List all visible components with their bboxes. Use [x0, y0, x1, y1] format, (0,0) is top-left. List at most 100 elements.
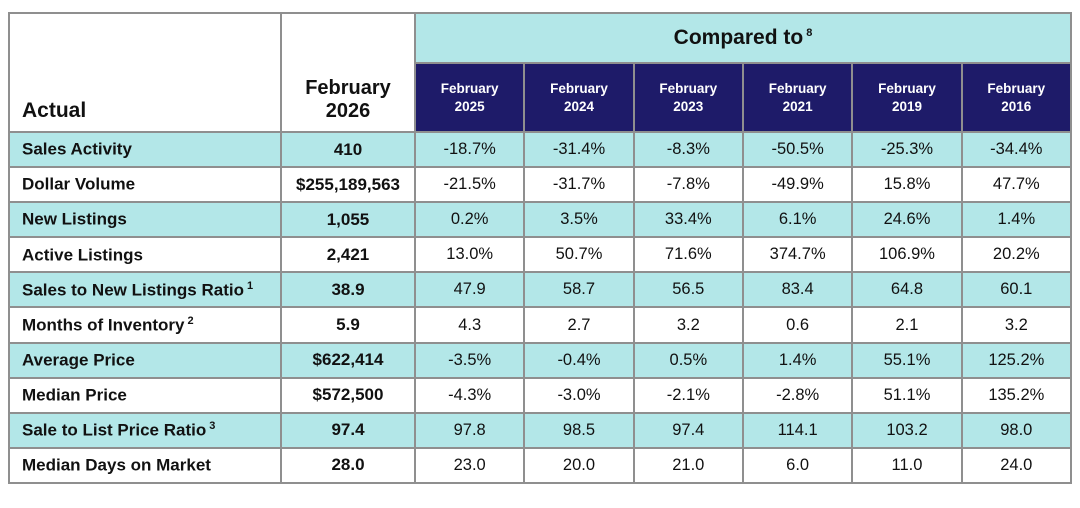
- comparison-value: 103.2: [851, 411, 963, 449]
- comparison-value: 23.0: [413, 446, 526, 485]
- comparison-value: 47.9: [413, 271, 526, 309]
- actual-value: 1,055: [280, 201, 416, 239]
- comparison-value: 98.5: [523, 411, 635, 449]
- actual-value: $255,189,563: [280, 166, 416, 204]
- row-label: Median Days on Market: [8, 446, 282, 485]
- table-row-median-days-on-market: Median Days on Market 28.0 23.0 20.0 21.…: [8, 446, 1073, 485]
- comparison-value: 56.5: [632, 271, 744, 309]
- comparison-value: 135.2%: [960, 376, 1073, 414]
- comparison-value: -31.7%: [523, 166, 635, 204]
- comparison-value: 3.2: [632, 306, 744, 344]
- comparison-value: 13.0%: [413, 236, 526, 274]
- actual-label: Actual: [22, 99, 87, 122]
- comparison-value: 114.1: [741, 411, 854, 449]
- comparison-value: 3.5%: [523, 201, 635, 239]
- comparison-value: 2.1: [851, 306, 963, 344]
- comparison-value: 6.0: [741, 446, 854, 485]
- comparison-value: 0.2%: [413, 201, 526, 239]
- table-row-sales-to-new-listings-ratio: Sales to New Listings Ratio 1 38.9 47.9 5…: [8, 271, 1073, 309]
- comparison-value: -31.4%: [523, 130, 635, 169]
- current-period-label: February 2026: [305, 77, 391, 122]
- year-header-feb-2021: February 2021: [741, 62, 854, 133]
- row-label: Sale to List Price Ratio 3: [8, 411, 282, 449]
- comparison-value: -34.4%: [960, 130, 1073, 169]
- comparison-value: 3.2: [960, 306, 1073, 344]
- comparison-value: -0.4%: [523, 341, 635, 379]
- year-header-feb-2024: February 2024: [523, 62, 635, 133]
- comparison-value: -3.0%: [523, 376, 635, 414]
- actual-value: 28.0: [280, 446, 416, 485]
- actual-value: 97.4: [280, 411, 416, 449]
- year-header-feb-2025: February 2025: [413, 62, 526, 133]
- comparison-value: 1.4%: [960, 201, 1073, 239]
- row-label: Sales to New Listings Ratio 1: [8, 271, 282, 309]
- comparison-value: 15.8%: [851, 166, 963, 204]
- comparison-value: 20.2%: [960, 236, 1073, 274]
- table-row-average-price: Average Price $622,414 -3.5% -0.4% 0.5% …: [8, 341, 1073, 379]
- actual-column-header: Actual: [8, 12, 282, 133]
- table-row-active-listings: Active Listings 2,421 13.0% 50.7% 71.6% …: [8, 236, 1073, 274]
- comparison-value: -8.3%: [632, 130, 744, 169]
- comparison-value: -7.8%: [632, 166, 744, 204]
- comparison-value: 83.4: [741, 271, 854, 309]
- comparison-value: -25.3%: [851, 130, 963, 169]
- comparison-value: 98.0: [960, 411, 1073, 449]
- comparison-value: 374.7%: [741, 236, 854, 274]
- row-label: New Listings: [8, 201, 282, 239]
- comparison-value: -18.7%: [413, 130, 526, 169]
- actual-value: $622,414: [280, 341, 416, 379]
- year-header-feb-2016: February 2016: [960, 62, 1073, 133]
- row-label: Months of Inventory 2: [8, 306, 282, 344]
- comparison-value: 50.7%: [523, 236, 635, 274]
- comparison-value: 0.6: [741, 306, 854, 344]
- comparison-value: 20.0: [523, 446, 635, 485]
- comparison-value: 0.5%: [632, 341, 744, 379]
- comparison-value: -49.9%: [741, 166, 854, 204]
- comparison-value: 24.0: [960, 446, 1073, 485]
- comparison-value: -2.8%: [741, 376, 854, 414]
- comparison-value: 97.4: [632, 411, 744, 449]
- actual-value: 38.9: [280, 271, 416, 309]
- comparison-value: 47.7%: [960, 166, 1073, 204]
- table-row-months-of-inventory: Months of Inventory 2 5.9 4.3 2.7 3.2 0.6…: [8, 306, 1073, 344]
- comparison-value: 71.6%: [632, 236, 744, 274]
- comparison-value: -21.5%: [413, 166, 526, 204]
- comparison-value: 106.9%: [851, 236, 963, 274]
- comparison-value: 2.7: [523, 306, 635, 344]
- table-row-median-price: Median Price $572,500 -4.3% -3.0% -2.1% …: [8, 376, 1073, 414]
- current-period-header: February 2026: [280, 12, 416, 133]
- compared-to-footnote: 8: [806, 27, 813, 39]
- comparison-value: 125.2%: [960, 341, 1073, 379]
- row-label: Sales Activity: [8, 130, 282, 169]
- comparison-value: 6.1%: [741, 201, 854, 239]
- table-row-sales-activity: Sales Activity 410 -18.7% -31.4% -8.3% -…: [8, 130, 1073, 169]
- comparison-value: 97.8: [413, 411, 526, 449]
- comparison-value: 24.6%: [851, 201, 963, 239]
- comparison-value: -4.3%: [413, 376, 526, 414]
- actual-value: 2,421: [280, 236, 416, 274]
- compared-to-header: Compared to 8: [414, 12, 1072, 64]
- year-header-feb-2019: February 2019: [851, 62, 963, 133]
- comparison-value: 55.1%: [851, 341, 963, 379]
- comparison-value: 51.1%: [851, 376, 963, 414]
- actual-value: $572,500: [280, 376, 416, 414]
- comparison-value: 33.4%: [632, 201, 744, 239]
- row-label: Active Listings: [8, 236, 282, 274]
- comparison-value: -2.1%: [632, 376, 744, 414]
- comparison-value: -50.5%: [741, 130, 854, 169]
- comparison-value: 21.0: [632, 446, 744, 485]
- table-row-new-listings: New Listings 1,055 0.2% 3.5% 33.4% 6.1% …: [8, 201, 1073, 239]
- actual-value: 5.9: [280, 306, 416, 344]
- year-header-feb-2023: February 2023: [632, 62, 744, 133]
- row-label: Average Price: [8, 341, 282, 379]
- comparison-value: 1.4%: [741, 341, 854, 379]
- comparison-value: 58.7: [523, 271, 635, 309]
- stats-table-container: Actual February 2026 Compared to 8 Februa…: [8, 12, 1073, 485]
- table-row-sale-to-list-price-ratio: Sale to List Price Ratio 3 97.4 97.8 98.5…: [8, 411, 1073, 449]
- market-stats-table: Actual February 2026 Compared to 8 Februa…: [8, 12, 1073, 485]
- comparison-value: -3.5%: [413, 341, 526, 379]
- comparison-value: 11.0: [851, 446, 963, 485]
- comparison-value: 4.3: [413, 306, 526, 344]
- compared-to-label: Compared to: [673, 26, 804, 49]
- row-label: Dollar Volume: [8, 166, 282, 204]
